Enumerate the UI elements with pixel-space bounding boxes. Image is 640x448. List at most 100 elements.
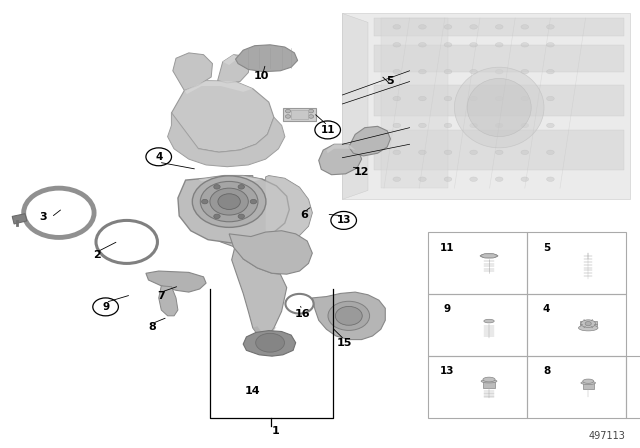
Polygon shape bbox=[342, 13, 368, 199]
Ellipse shape bbox=[547, 43, 554, 47]
Text: 13: 13 bbox=[337, 215, 351, 225]
Polygon shape bbox=[159, 286, 178, 316]
Ellipse shape bbox=[285, 115, 291, 118]
Ellipse shape bbox=[495, 150, 503, 155]
Polygon shape bbox=[480, 254, 498, 258]
Text: 16: 16 bbox=[294, 309, 310, 319]
Ellipse shape bbox=[328, 302, 370, 331]
Ellipse shape bbox=[547, 177, 554, 181]
Text: 8: 8 bbox=[543, 366, 550, 376]
Ellipse shape bbox=[419, 69, 426, 74]
Polygon shape bbox=[583, 383, 594, 389]
Polygon shape bbox=[326, 144, 355, 153]
Ellipse shape bbox=[581, 381, 596, 384]
Text: 10: 10 bbox=[253, 71, 269, 81]
Ellipse shape bbox=[521, 177, 529, 181]
Polygon shape bbox=[243, 331, 296, 356]
Polygon shape bbox=[12, 214, 27, 224]
Text: 9: 9 bbox=[444, 304, 451, 314]
Ellipse shape bbox=[470, 96, 477, 101]
Polygon shape bbox=[253, 326, 276, 337]
Ellipse shape bbox=[419, 96, 426, 101]
Text: 7: 7 bbox=[157, 291, 165, 301]
Polygon shape bbox=[374, 85, 624, 116]
Ellipse shape bbox=[444, 150, 452, 155]
Ellipse shape bbox=[481, 254, 497, 258]
Ellipse shape bbox=[250, 199, 257, 204]
Polygon shape bbox=[374, 45, 624, 72]
Bar bbox=[428, 356, 527, 418]
Ellipse shape bbox=[393, 96, 401, 101]
Text: 1: 1 bbox=[271, 426, 279, 436]
Polygon shape bbox=[168, 113, 285, 167]
Polygon shape bbox=[319, 144, 362, 175]
Ellipse shape bbox=[467, 78, 531, 137]
Polygon shape bbox=[232, 244, 287, 337]
Polygon shape bbox=[266, 176, 312, 247]
Polygon shape bbox=[173, 53, 212, 90]
Polygon shape bbox=[168, 113, 285, 167]
Text: 3: 3 bbox=[40, 212, 47, 222]
Ellipse shape bbox=[192, 176, 266, 227]
Text: 9: 9 bbox=[102, 302, 109, 312]
Text: 15: 15 bbox=[337, 338, 352, 348]
Ellipse shape bbox=[547, 25, 554, 29]
Text: 12: 12 bbox=[354, 168, 369, 177]
Ellipse shape bbox=[393, 123, 401, 128]
Polygon shape bbox=[236, 45, 298, 72]
Text: 6: 6 bbox=[301, 210, 308, 220]
Ellipse shape bbox=[579, 325, 598, 331]
Ellipse shape bbox=[547, 150, 554, 155]
Polygon shape bbox=[204, 176, 300, 249]
Ellipse shape bbox=[495, 25, 503, 29]
Polygon shape bbox=[184, 81, 253, 94]
Ellipse shape bbox=[483, 377, 495, 382]
Ellipse shape bbox=[521, 150, 529, 155]
Ellipse shape bbox=[255, 333, 285, 352]
Text: 14: 14 bbox=[245, 386, 260, 396]
Polygon shape bbox=[483, 381, 495, 388]
Text: 11: 11 bbox=[440, 242, 454, 253]
Ellipse shape bbox=[444, 96, 452, 101]
Text: 497113: 497113 bbox=[589, 431, 626, 441]
Polygon shape bbox=[146, 271, 206, 292]
Polygon shape bbox=[349, 126, 390, 156]
Ellipse shape bbox=[581, 320, 596, 327]
Bar bbox=[527, 232, 626, 294]
Bar bbox=[428, 294, 527, 356]
Ellipse shape bbox=[210, 188, 248, 215]
Text: 13: 13 bbox=[440, 366, 454, 376]
Ellipse shape bbox=[200, 181, 258, 222]
Ellipse shape bbox=[470, 25, 477, 29]
Ellipse shape bbox=[308, 115, 314, 118]
Bar bbox=[527, 356, 626, 418]
Polygon shape bbox=[198, 176, 262, 181]
Ellipse shape bbox=[444, 43, 452, 47]
Polygon shape bbox=[218, 55, 250, 83]
Polygon shape bbox=[229, 231, 312, 274]
Ellipse shape bbox=[470, 69, 477, 74]
Text: 4: 4 bbox=[543, 304, 550, 314]
Ellipse shape bbox=[238, 214, 244, 219]
Polygon shape bbox=[178, 176, 289, 243]
Text: 5: 5 bbox=[387, 76, 394, 86]
Ellipse shape bbox=[521, 69, 529, 74]
Ellipse shape bbox=[495, 43, 503, 47]
Ellipse shape bbox=[444, 69, 452, 74]
Ellipse shape bbox=[214, 214, 220, 219]
Ellipse shape bbox=[419, 123, 426, 128]
Ellipse shape bbox=[393, 69, 401, 74]
Ellipse shape bbox=[214, 185, 220, 189]
Ellipse shape bbox=[218, 194, 241, 209]
Ellipse shape bbox=[547, 69, 554, 74]
Text: 8: 8 bbox=[148, 322, 156, 332]
Ellipse shape bbox=[393, 150, 401, 155]
Ellipse shape bbox=[470, 150, 477, 155]
Ellipse shape bbox=[470, 43, 477, 47]
Polygon shape bbox=[291, 110, 308, 119]
Ellipse shape bbox=[495, 123, 503, 128]
Ellipse shape bbox=[470, 123, 477, 128]
Ellipse shape bbox=[393, 25, 401, 29]
Ellipse shape bbox=[495, 177, 503, 181]
Ellipse shape bbox=[419, 150, 426, 155]
